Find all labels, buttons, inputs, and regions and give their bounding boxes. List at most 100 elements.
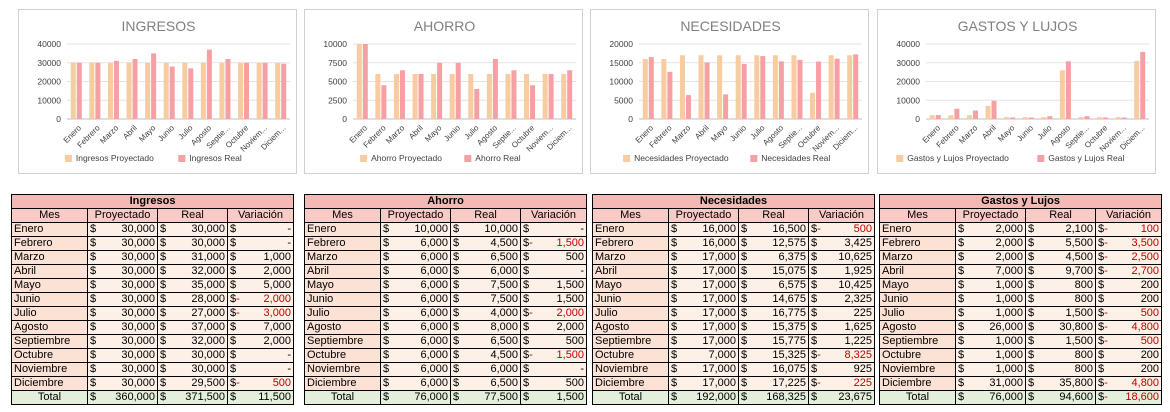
variacion-cell: $ - (226, 362, 295, 377)
y-tick-label: 0 (628, 114, 633, 124)
real-cell: $14,675 (738, 292, 809, 307)
chart-svg: GASTOS Y LUJOS010000200003000040000Enero… (896, 18, 1149, 163)
column-header: Proyectado (87, 208, 158, 223)
proyectado-cell: $30,000 (87, 250, 158, 265)
bar-real (935, 115, 941, 119)
real-cell: $30,000 (157, 222, 228, 237)
bar-real (1028, 117, 1034, 119)
variacion-cell: $- 4,800 (1094, 376, 1163, 391)
table-row: Febrero $16,000 $12,575 $3,425 (592, 236, 876, 251)
bar-proyectado (486, 74, 492, 119)
variacion-cell: $- 8,325 (807, 348, 876, 363)
proyectado-cell: $6,000 (380, 250, 451, 265)
y-tick-label: 20000 (37, 77, 61, 87)
variacion-cell: $1,225 (807, 334, 876, 349)
y-tick-label: 10000 (37, 95, 61, 105)
chart-svg: INGRESOS010000200003000040000EneroFebrer… (37, 18, 290, 163)
table-4: Gastos y Lujos Mes Proyectado Real Variación… (878, 194, 1163, 405)
proyectado-cell: $6,000 (380, 264, 451, 279)
month-cell: Junio (879, 292, 956, 307)
proyectado-cell: $16,000 (668, 222, 739, 237)
month-cell: Marzo (592, 250, 669, 265)
proyectado-cell: $30,000 (87, 222, 158, 237)
real-cell: $16,500 (738, 222, 809, 237)
variacion-cell: $500 (519, 376, 588, 391)
table-row: Junio $1,000 $800 $200 (879, 292, 1163, 307)
y-tick-label: 15000 (609, 58, 633, 68)
variacion-cell: $2,000 (519, 320, 588, 335)
proyectado-cell: $30,000 (87, 292, 158, 307)
month-cell: Febrero (592, 236, 669, 251)
variacion-cell: $1,500 (519, 278, 588, 293)
proyectado-cell: $1,000 (955, 306, 1026, 321)
proyectado-cell: $2,000 (955, 250, 1026, 265)
month-cell: Julio (592, 306, 669, 321)
bar-proyectado (468, 74, 474, 119)
table-title: Gastos y Lujos (878, 194, 1163, 209)
month-cell: Octubre (592, 348, 669, 363)
proyectado-cell: $6,000 (380, 362, 451, 377)
x-tick-label: Abril (980, 123, 998, 141)
proyectado-cell: $17,000 (668, 320, 739, 335)
real-cell: $2,100 (1025, 222, 1096, 237)
proyectado-cell: $17,000 (668, 334, 739, 349)
variacion-cell: $200 (1094, 348, 1163, 363)
table-title: Ahorro (303, 194, 588, 209)
table-row: Mayo $6,000 $7,500 $1,500 (304, 278, 588, 293)
table-row: Agosto $17,000 $15,375 $1,625 (592, 320, 876, 335)
chart-svg: AHORRO025005000750010000EneroFebreroMarz… (323, 18, 576, 163)
column-header: Proyectado (955, 208, 1026, 223)
chart-svg: NECESIDADES05000100001500020000EneroFebr… (609, 18, 862, 163)
total-real: $94,600 (1025, 390, 1096, 405)
x-tick-label: Marzo (98, 123, 120, 145)
proyectado-cell: $6,000 (380, 334, 451, 349)
column-header: Real (738, 208, 809, 223)
bar-proyectado (847, 55, 853, 119)
bar-proyectado (275, 62, 281, 119)
bar-real (151, 53, 157, 119)
column-header: Variación (1094, 208, 1163, 223)
month-cell: Abril (11, 264, 88, 279)
month-cell: Abril (879, 264, 956, 279)
real-cell: $4,500 (450, 236, 521, 251)
month-cell: Octubre (879, 348, 956, 363)
table-row: Septiembre $6,000 $6,500 $500 (304, 334, 588, 349)
column-header: Mes (879, 208, 956, 223)
real-cell: $4,500 (450, 348, 521, 363)
table-row: Septiembre $30,000 $32,000 $2,000 (11, 334, 295, 349)
bar-proyectado (717, 55, 723, 119)
proyectado-cell: $31,000 (955, 376, 1026, 391)
table-row: Junio $17,000 $14,675 $2,325 (592, 292, 876, 307)
bar-real (381, 85, 387, 119)
bar-proyectado (107, 62, 113, 119)
real-cell: $7,500 (450, 292, 521, 307)
bar-proyectado (163, 62, 169, 119)
bar-proyectado (561, 74, 567, 119)
proyectado-cell: $6,000 (380, 278, 451, 293)
chart-title: INGRESOS (122, 18, 196, 34)
table-row: Julio $6,000 $4,000 $- 2,000 (304, 306, 588, 321)
total-real: $168,325 (738, 390, 809, 405)
bar-proyectado (256, 62, 262, 119)
real-cell: $27,000 (157, 306, 228, 321)
bar-real (244, 62, 250, 119)
table-title: Necesidades (591, 194, 876, 209)
total-variacion: $23,675 (807, 390, 876, 405)
legend-swatch (178, 155, 186, 162)
table-row: Agosto $26,000 $30,800 $- 4,800 (879, 320, 1163, 335)
chart-title: NECESIDADES (680, 18, 780, 34)
table-row: Abril $7,000 $9,700 $- 2,700 (879, 264, 1163, 279)
real-cell: $6,500 (450, 376, 521, 391)
bar-proyectado (754, 55, 760, 119)
table-row: Junio $30,000 $28,000 $- 2,000 (11, 292, 295, 307)
total-row: Total $192,000 $168,325 $23,675 (592, 390, 876, 405)
bar-real (1121, 117, 1127, 119)
real-cell: $9,700 (1025, 264, 1096, 279)
table-row: Enero $2,000 $2,100 $- 100 (879, 222, 1163, 237)
bar-real (492, 59, 498, 119)
total-row: Total $360,000 $371,500 $11,500 (11, 390, 295, 405)
month-cell: Febrero (879, 236, 956, 251)
legend-label: Necesidades Proyectado (634, 153, 729, 163)
month-cell: Noviembre (592, 362, 669, 377)
y-tick-label: 20000 (609, 39, 633, 49)
